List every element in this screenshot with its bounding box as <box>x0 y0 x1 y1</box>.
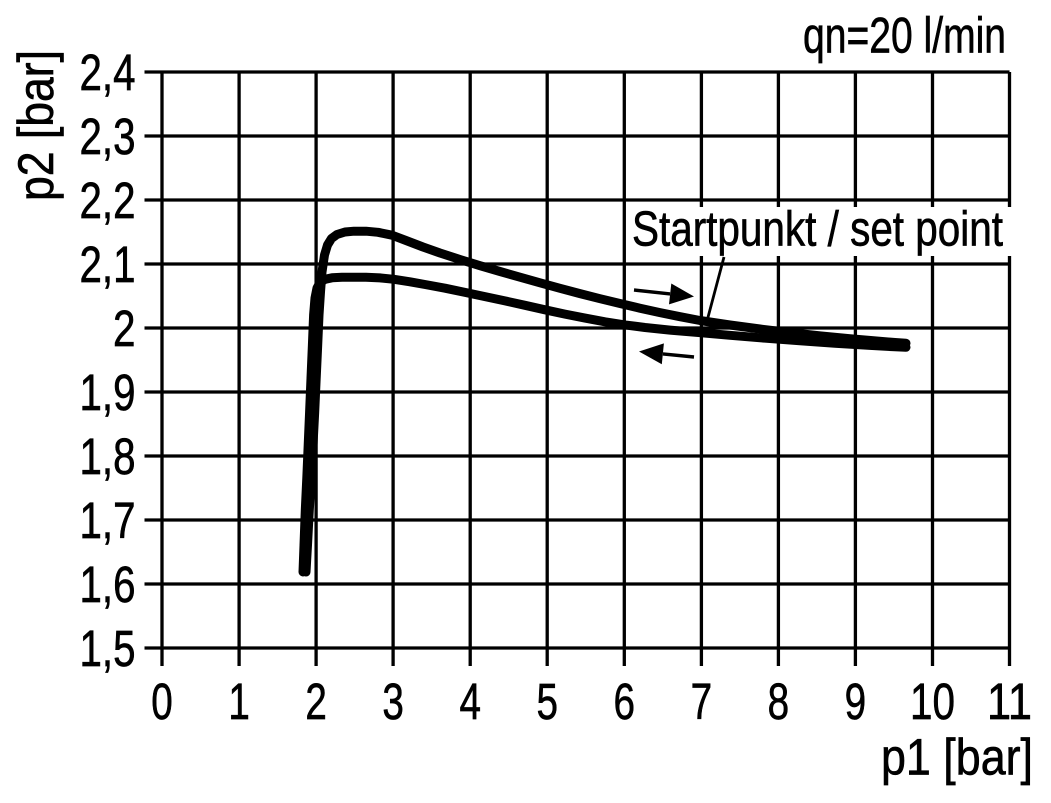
svg-text:8: 8 <box>768 673 790 730</box>
svg-text:p1 [bar]: p1 [bar] <box>881 729 1033 786</box>
svg-text:0: 0 <box>151 673 173 730</box>
svg-text:qn=20 l/min: qn=20 l/min <box>803 8 1006 64</box>
svg-text:4: 4 <box>459 673 481 730</box>
svg-text:11: 11 <box>987 673 1032 730</box>
svg-text:1,6: 1,6 <box>80 556 136 613</box>
svg-text:2,2: 2,2 <box>80 172 136 229</box>
svg-text:7: 7 <box>691 673 713 730</box>
svg-text:1: 1 <box>228 673 250 730</box>
svg-text:2,3: 2,3 <box>80 108 136 165</box>
svg-text:3: 3 <box>382 673 404 730</box>
svg-text:9: 9 <box>845 673 867 730</box>
svg-text:10: 10 <box>910 673 955 730</box>
svg-text:p2 [bar]: p2 [bar] <box>8 50 64 201</box>
svg-text:1,7: 1,7 <box>80 492 136 549</box>
svg-text:2,4: 2,4 <box>80 44 136 101</box>
svg-text:1,8: 1,8 <box>80 428 136 485</box>
svg-text:5: 5 <box>536 673 558 730</box>
svg-text:1,9: 1,9 <box>80 364 136 421</box>
svg-text:2,1: 2,1 <box>80 236 136 293</box>
svg-text:1,5: 1,5 <box>80 620 136 677</box>
svg-text:2: 2 <box>113 300 136 357</box>
svg-text:Startpunkt / set point: Startpunkt / set point <box>632 203 1003 257</box>
svg-text:6: 6 <box>614 673 636 730</box>
svg-text:2: 2 <box>305 673 327 730</box>
